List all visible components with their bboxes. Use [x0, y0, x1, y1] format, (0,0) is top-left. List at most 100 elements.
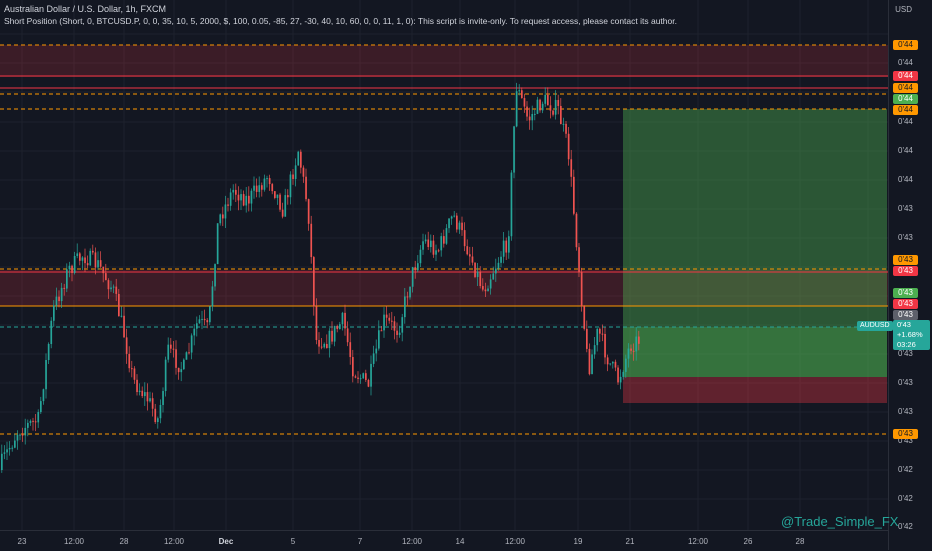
time-tick-label: 19: [573, 537, 583, 546]
candle-body: [549, 105, 552, 111]
candle-body: [58, 296, 60, 302]
candle-body: [617, 367, 619, 383]
candle-body: [630, 348, 632, 351]
candle-body: [430, 240, 432, 247]
time-tick-label: 14: [455, 537, 465, 546]
candle-body: [354, 376, 357, 378]
candle-body: [487, 288, 489, 292]
candle-body: [526, 106, 528, 117]
candle-body: [47, 344, 50, 360]
candle-body: [632, 350, 635, 352]
author-watermark: @Trade_Simple_FX: [781, 514, 899, 529]
candle-body: [586, 328, 588, 349]
currency-label[interactable]: USD: [895, 5, 912, 14]
candle-body: [279, 194, 281, 210]
candle-body: [245, 195, 248, 206]
candle-body: [206, 320, 209, 323]
candle-body: [575, 213, 578, 248]
candle-body: [635, 336, 638, 352]
time-tick-label: 26: [743, 537, 753, 546]
price-level-tag: 0'43: [893, 266, 918, 276]
candle-body: [404, 296, 406, 318]
candle-body: [300, 151, 302, 168]
candle-body: [565, 123, 567, 134]
candle-body: [482, 286, 484, 290]
last-price-badge: 0'43 +1.68% 03:26: [893, 320, 930, 350]
candle-body: [453, 215, 456, 217]
price-tick-label: 0'43: [898, 233, 913, 242]
candle-body: [557, 99, 560, 106]
candle-body: [476, 271, 479, 278]
candle-body: [154, 408, 157, 423]
candle-body: [274, 191, 276, 198]
candle-body: [508, 236, 510, 253]
time-axis[interactable]: [0, 530, 888, 551]
candle-body: [268, 178, 271, 185]
candle-body: [417, 263, 419, 271]
candle-body: [292, 174, 294, 179]
candle-body: [235, 189, 237, 195]
candle-body: [68, 265, 71, 270]
candle-body: [619, 376, 622, 383]
candle-body: [42, 389, 45, 402]
price-axis[interactable]: [888, 0, 932, 550]
candle-body: [1, 453, 3, 470]
candle-body: [276, 194, 279, 198]
candle-body: [370, 363, 372, 387]
price-level-tag: 0'43: [893, 255, 918, 265]
candle-body: [515, 91, 518, 127]
candle-body: [123, 315, 125, 338]
candle-body: [258, 185, 261, 192]
candle-body: [8, 447, 11, 450]
candle-body: [253, 185, 255, 191]
candle-body: [427, 239, 430, 247]
candle-body: [289, 174, 292, 198]
price-chart[interactable]: [0, 0, 888, 530]
candle-body: [547, 94, 549, 106]
candle-body: [528, 116, 531, 121]
candle-body: [11, 447, 14, 449]
candle-body: [55, 296, 58, 306]
chart-title[interactable]: Australian Dollar / U.S. Dollar, 1h, FXC…: [4, 4, 167, 14]
candle-body: [378, 330, 380, 349]
price-tick-label: 0'44: [898, 58, 913, 67]
candle-body: [188, 352, 190, 354]
candle-body: [138, 390, 141, 393]
candle-body: [627, 348, 630, 359]
candle-body: [601, 333, 604, 335]
candle-body: [237, 194, 240, 201]
candle-body: [570, 159, 573, 177]
candle-body: [185, 352, 188, 360]
candle-body: [175, 349, 177, 368]
candle-body: [323, 343, 326, 348]
candle-body: [60, 287, 63, 302]
candle-body: [406, 296, 409, 298]
price-tick-label: 0'44: [898, 175, 913, 184]
candle-body: [466, 246, 469, 255]
entry-profit-zone: [623, 327, 887, 377]
strategy-legend[interactable]: Short Position (Short, 0, BTCUSD.P, 0, 0…: [4, 16, 677, 26]
candle-body: [120, 315, 123, 317]
candle-body: [362, 373, 365, 379]
candle-body: [440, 236, 443, 251]
candle-body: [393, 321, 396, 331]
candle-body: [541, 103, 544, 111]
candle-body: [318, 340, 320, 347]
candle-body: [458, 222, 461, 230]
candle-body: [86, 263, 89, 266]
candle-body: [27, 422, 29, 428]
candle-body: [3, 452, 6, 454]
candle-body: [544, 94, 547, 104]
candle-body: [34, 421, 37, 423]
candle-body: [214, 264, 216, 287]
candle-body: [536, 99, 539, 114]
candle-body: [583, 306, 586, 329]
candle-body: [479, 271, 482, 287]
candle-body: [79, 253, 81, 261]
candle-body: [216, 223, 219, 265]
candle-body: [471, 256, 474, 263]
candle-body: [469, 254, 471, 257]
time-tick-label: 28: [119, 537, 129, 546]
candle-body: [435, 250, 437, 255]
candle-body: [159, 404, 162, 419]
